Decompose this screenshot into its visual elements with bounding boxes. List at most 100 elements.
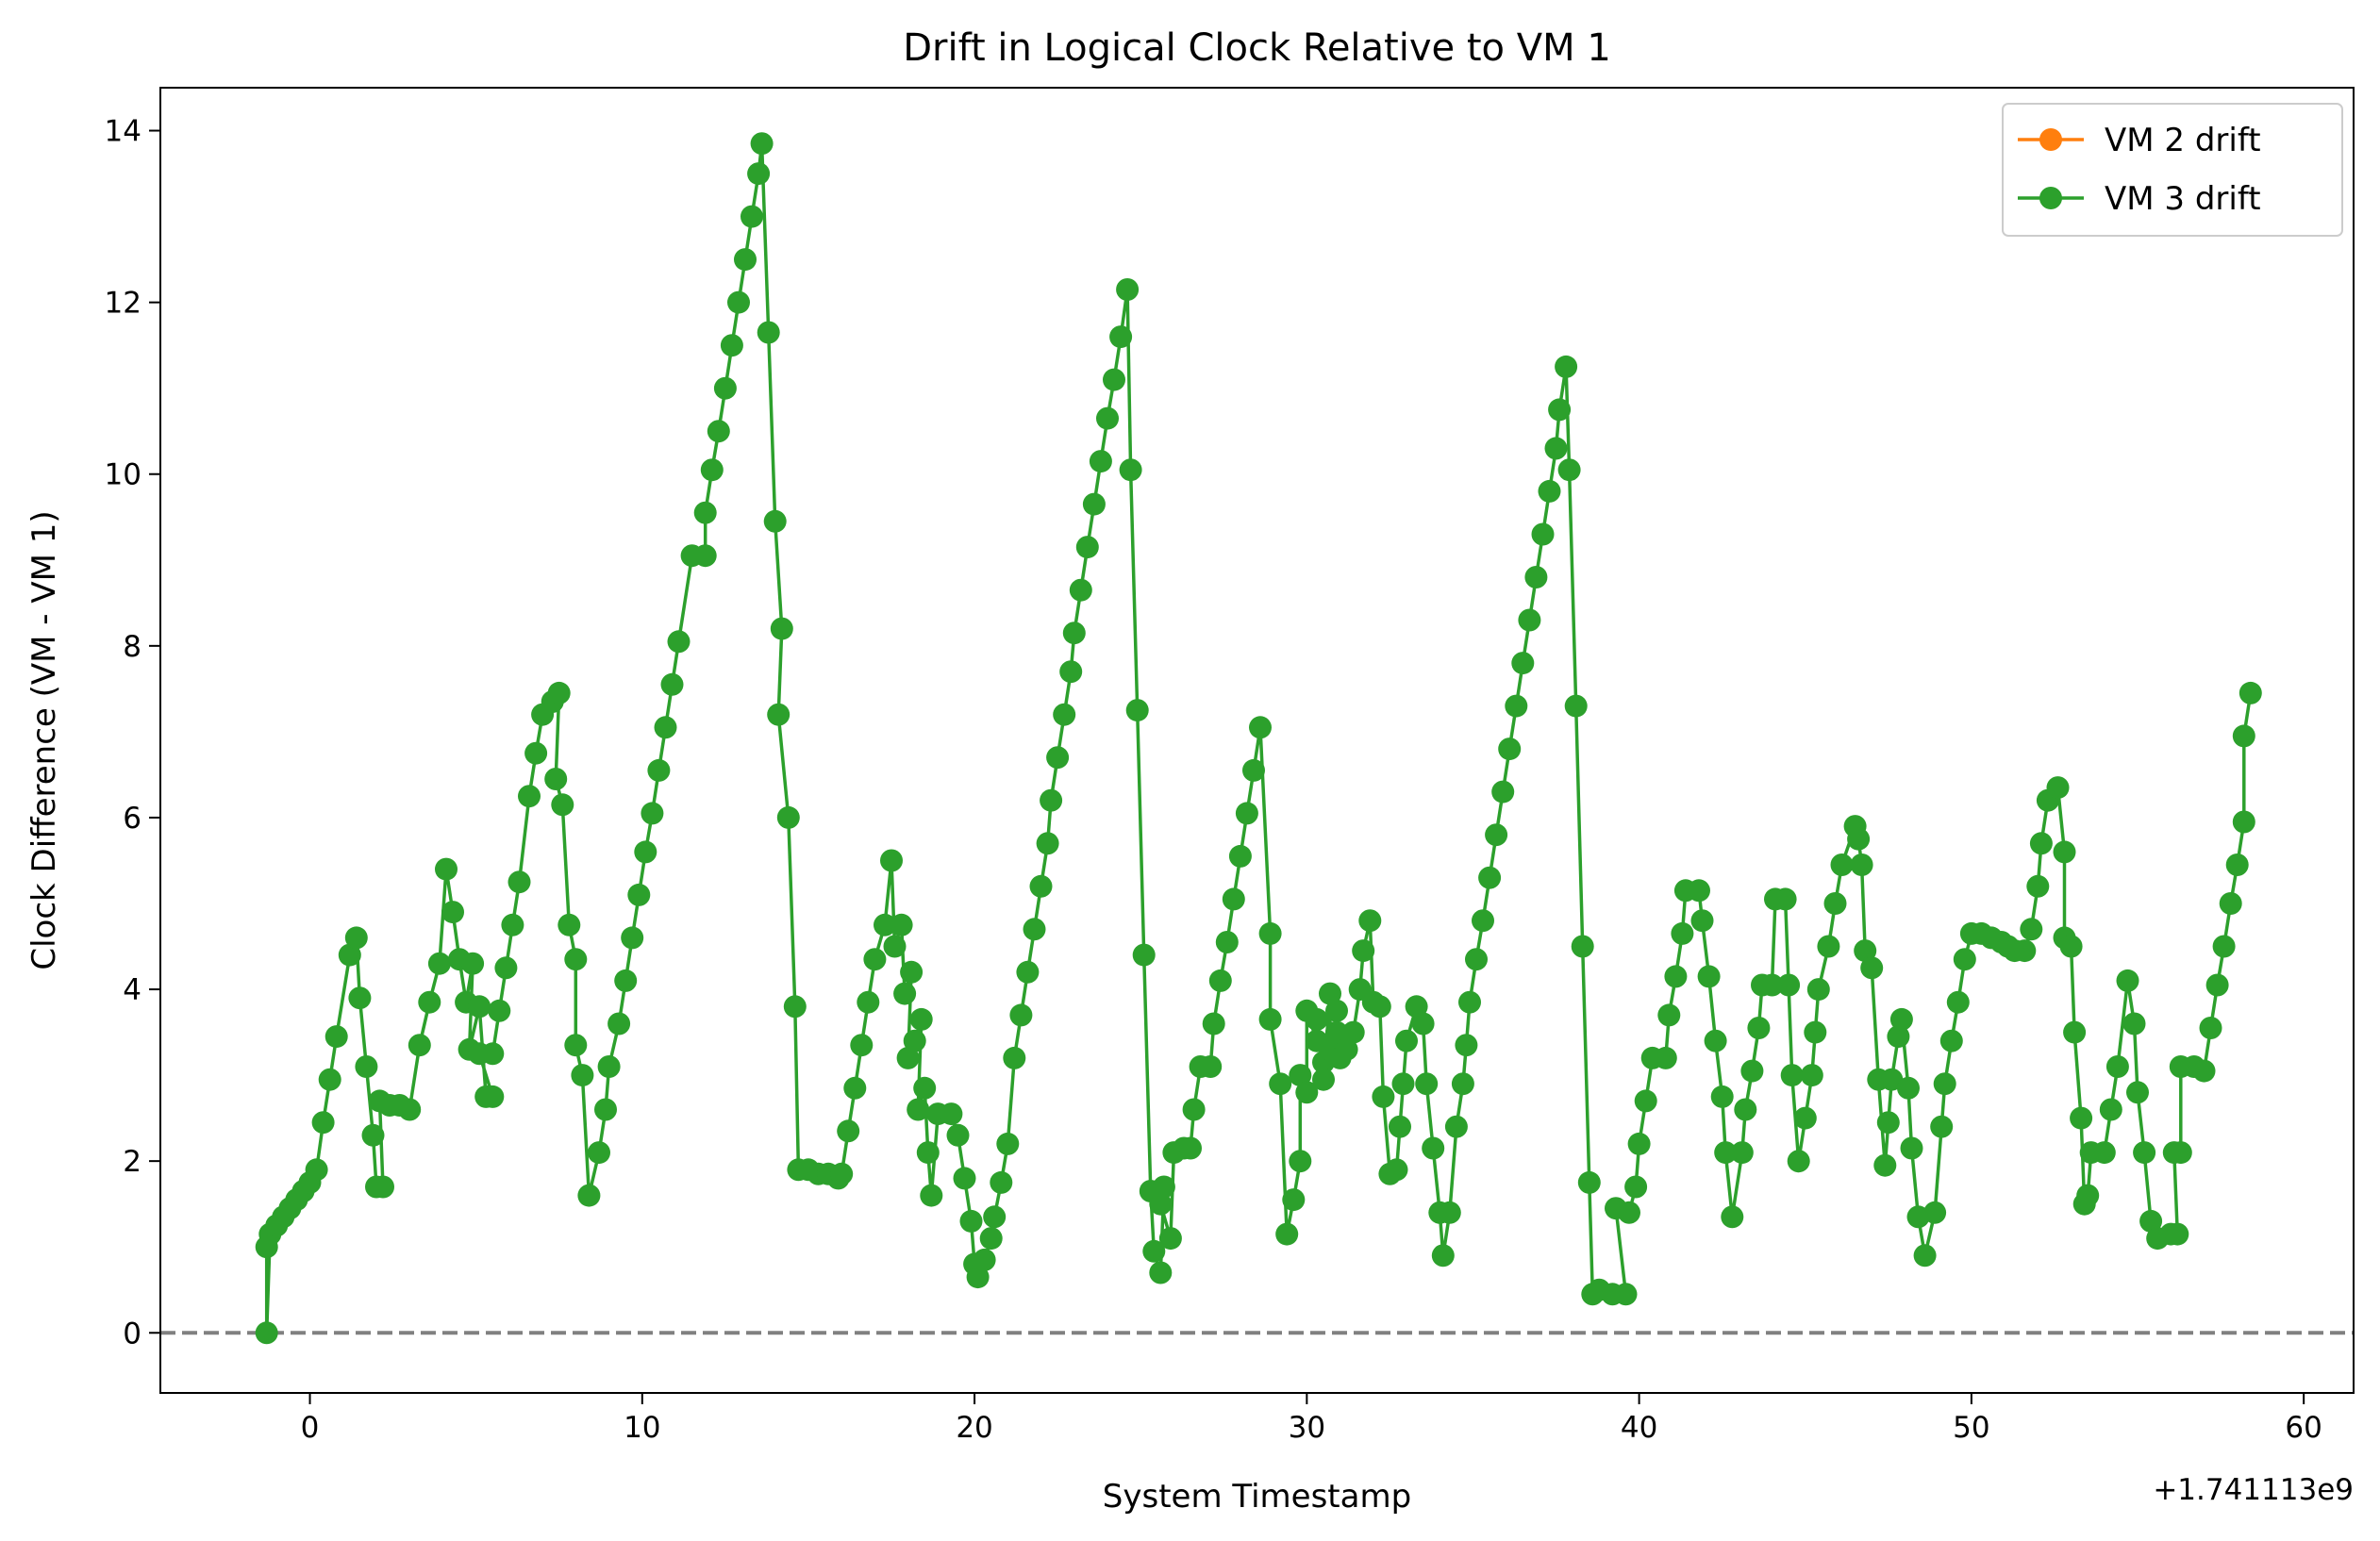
data-point <box>1472 909 1494 933</box>
data-point <box>2225 853 2249 876</box>
data-point <box>1405 995 1428 1019</box>
data-point <box>1119 458 1142 482</box>
data-point <box>1451 1072 1474 1096</box>
legend-label: VM 2 drift <box>2105 122 2261 159</box>
data-point <box>1747 1017 1771 1039</box>
data-point <box>2205 973 2229 997</box>
plot-frame <box>159 87 2355 1394</box>
data-point <box>1847 827 1871 851</box>
data-point <box>1182 1098 1206 1121</box>
data-point <box>874 913 896 936</box>
data-point <box>1023 918 1046 941</box>
data-point <box>2239 681 2262 704</box>
x-tick-label: 30 <box>1289 1411 1325 1445</box>
data-point <box>1312 1068 1335 1091</box>
data-point <box>1029 874 1053 898</box>
data-point <box>435 857 458 881</box>
data-point <box>1149 1261 1173 1284</box>
data-point <box>1228 844 1252 868</box>
data-point <box>920 1184 943 1207</box>
data-point <box>1431 1244 1455 1268</box>
data-point <box>2122 1012 2146 1036</box>
data-point <box>1787 1150 1810 1173</box>
data-point <box>654 716 677 739</box>
data-point <box>2116 969 2139 992</box>
data-point <box>1289 1064 1312 1087</box>
data-point <box>1860 956 1884 980</box>
data-point <box>763 509 787 533</box>
data-point <box>1368 995 1391 1019</box>
data-point <box>1389 1115 1411 1138</box>
data-point <box>750 132 774 156</box>
data-point <box>641 802 664 825</box>
data-point <box>461 952 485 975</box>
data-point <box>1854 939 1877 963</box>
data-point <box>1242 758 1265 782</box>
y-tick-label: 0 <box>123 1317 141 1350</box>
y-tick-label: 2 <box>123 1145 141 1179</box>
data-point <box>318 1068 341 1091</box>
data-point <box>1511 652 1535 675</box>
legend-item: VM 3 drift <box>2018 180 2261 218</box>
data-point <box>647 758 671 782</box>
data-point <box>1544 437 1568 460</box>
data-point <box>518 785 541 808</box>
data-point <box>1773 887 1797 911</box>
data-point <box>501 913 524 936</box>
data-point <box>1505 694 1528 718</box>
data-point <box>1325 1020 1348 1044</box>
data-point <box>783 995 807 1019</box>
legend-label: VM 3 drift <box>2105 180 2261 218</box>
data-point <box>325 1025 348 1049</box>
data-point <box>1395 1029 1418 1052</box>
data-point <box>614 969 638 992</box>
data-point <box>547 681 571 704</box>
data-point <box>1913 1244 1937 1268</box>
data-point <box>909 1007 933 1031</box>
data-point <box>1016 960 1040 984</box>
data-point <box>1777 973 1801 997</box>
data-point <box>255 1321 278 1345</box>
x-tick-label: 0 <box>301 1411 320 1445</box>
x-tick-label: 10 <box>624 1411 660 1445</box>
data-point <box>863 948 887 971</box>
data-point <box>1152 1175 1175 1199</box>
data-point <box>1059 660 1083 684</box>
data-point <box>979 1227 1003 1251</box>
data-point <box>427 952 451 975</box>
data-point <box>418 990 441 1014</box>
data-point <box>1003 1046 1026 1069</box>
data-point <box>571 1064 594 1087</box>
data-point <box>1518 608 1541 632</box>
data-point <box>1199 1055 1223 1078</box>
data-point <box>494 956 518 980</box>
data-point <box>2199 1017 2222 1039</box>
data-point <box>1485 823 1508 847</box>
data-point <box>734 248 757 272</box>
data-point <box>2126 1081 2149 1104</box>
data-point <box>1046 746 1070 770</box>
data-point <box>1634 1089 1657 1113</box>
data-point <box>305 1158 328 1182</box>
data-point <box>1714 1141 1738 1165</box>
data-point <box>1876 1111 1900 1135</box>
data-point <box>1627 1132 1651 1155</box>
data-point <box>830 1162 854 1185</box>
data-point <box>1222 887 1245 911</box>
y-tick-label: 14 <box>105 115 141 149</box>
series-vm-3 <box>255 132 2262 1345</box>
data-point <box>1269 1072 1292 1096</box>
chart-title: Drift in Logical Clock Relative to VM 1 <box>903 26 1611 70</box>
data-point <box>880 849 903 872</box>
data-point <box>2063 1020 2087 1044</box>
data-point <box>2099 1098 2122 1121</box>
data-point <box>893 982 917 1005</box>
data-point <box>770 617 793 640</box>
data-point <box>916 1141 940 1165</box>
data-point <box>1053 703 1076 726</box>
data-point <box>1688 879 1710 903</box>
data-point <box>311 1111 335 1135</box>
data-point <box>1158 1227 1182 1251</box>
